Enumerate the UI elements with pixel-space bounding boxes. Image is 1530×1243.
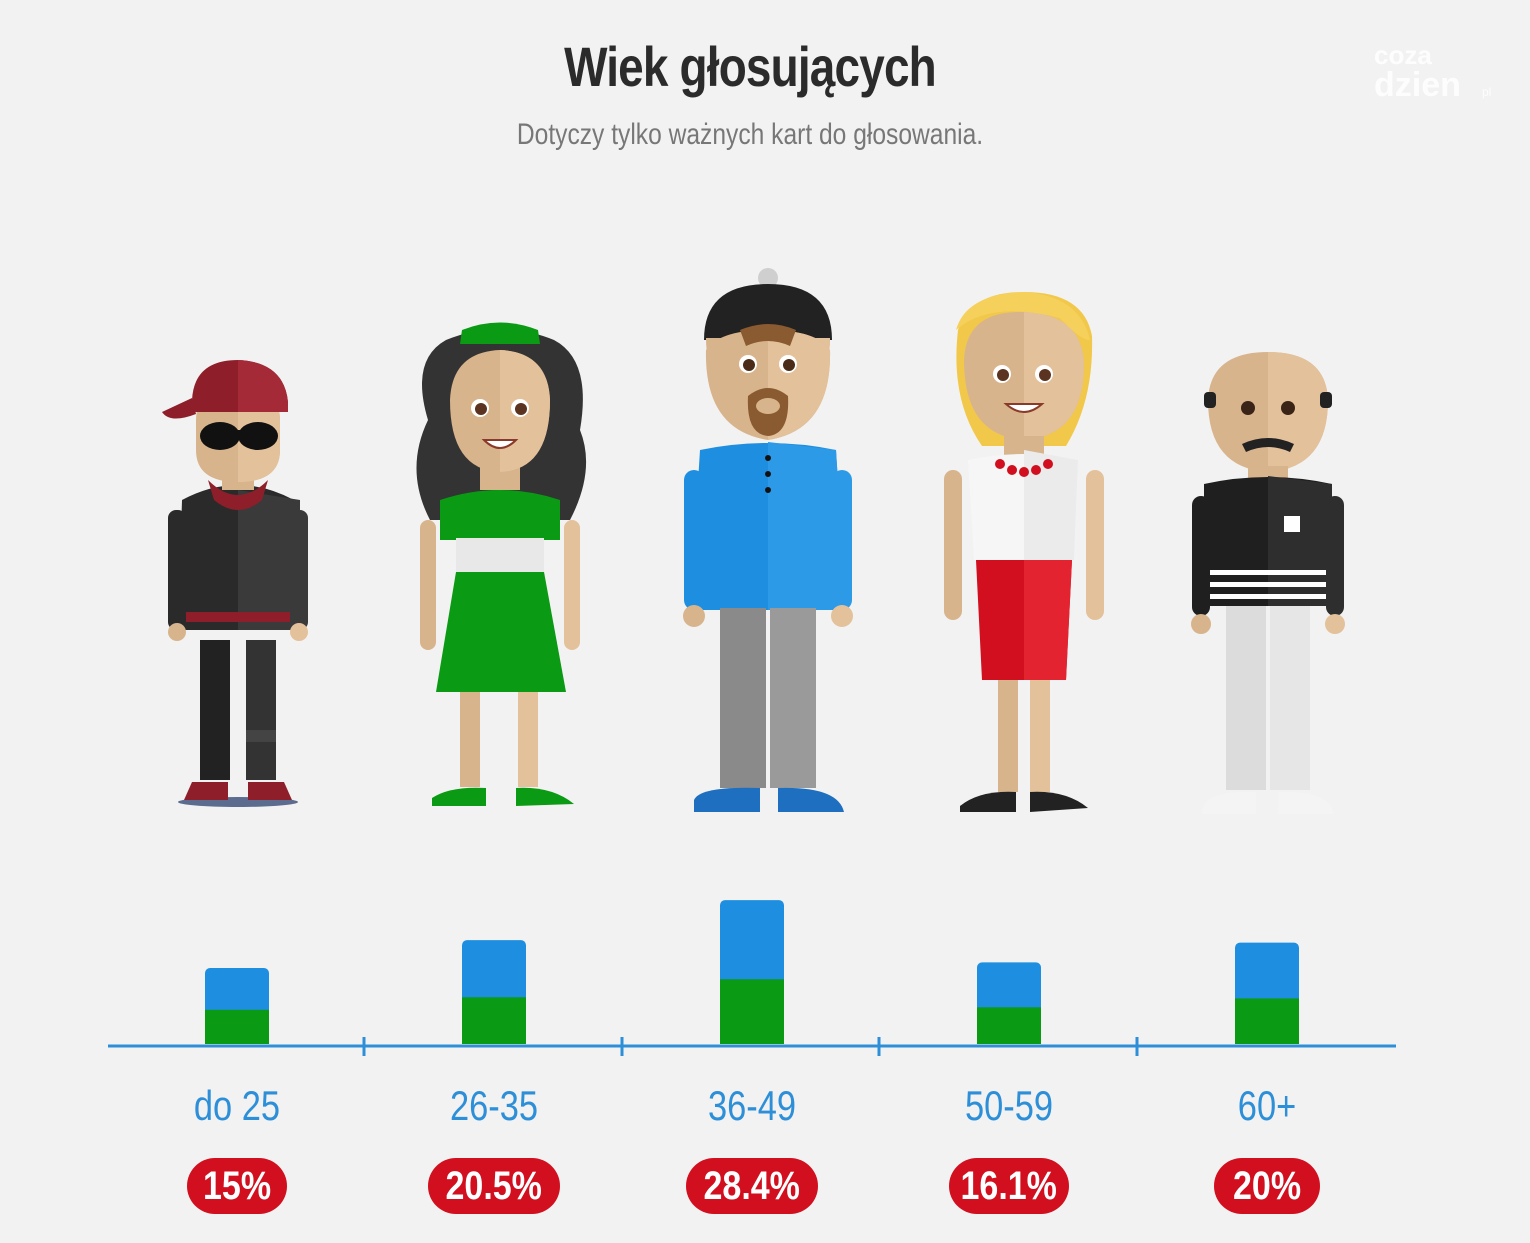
logo-line-1: coza bbox=[1374, 40, 1432, 70]
value-label-badge: 16.1% bbox=[949, 1158, 1069, 1214]
value-label: 20.5% bbox=[445, 1164, 543, 1208]
logo-line-3: pl bbox=[1482, 85, 1492, 99]
logo-line-2: dzien bbox=[1374, 66, 1461, 104]
woman-green-dress-figure bbox=[416, 322, 587, 806]
man-blue-shirt-figure bbox=[683, 268, 853, 812]
category-label: 60+ bbox=[1237, 1082, 1297, 1129]
bar bbox=[720, 900, 784, 1044]
page-title: Wiek głosujących bbox=[564, 35, 937, 98]
blonde-woman-figure bbox=[944, 292, 1104, 812]
value-label-badge: 20.5% bbox=[428, 1158, 560, 1214]
bar bbox=[205, 968, 269, 1044]
watermark-logo: coza dzien pl bbox=[1370, 30, 1510, 110]
value-label-badge: 28.4% bbox=[686, 1158, 818, 1214]
bar-bottom-segment bbox=[977, 1007, 1041, 1044]
category-label: 50-59 bbox=[964, 1082, 1054, 1129]
category-label: do 25 bbox=[193, 1082, 281, 1129]
value-label: 15% bbox=[202, 1164, 272, 1208]
old-man-figure bbox=[1191, 352, 1345, 814]
bar-bottom-segment bbox=[462, 997, 526, 1044]
bar-bottom-segment bbox=[205, 1009, 269, 1044]
bar bbox=[977, 962, 1041, 1044]
bar bbox=[1235, 942, 1299, 1044]
value-label-badge: 15% bbox=[187, 1158, 287, 1214]
value-label-badge: 20% bbox=[1214, 1158, 1320, 1214]
value-label: 28.4% bbox=[703, 1164, 801, 1208]
value-label: 16.1% bbox=[960, 1164, 1058, 1208]
bar bbox=[462, 940, 526, 1044]
category-label: 36-49 bbox=[707, 1082, 797, 1129]
voter-figures bbox=[162, 268, 1345, 814]
category-label: 26-35 bbox=[449, 1082, 539, 1129]
value-label: 20% bbox=[1232, 1164, 1302, 1208]
bar-bottom-segment bbox=[1235, 998, 1299, 1044]
page-subtitle: Dotyczy tylko ważnych kart do głosowania… bbox=[516, 118, 984, 151]
young-man-figure bbox=[162, 360, 308, 807]
bar-bottom-segment bbox=[720, 979, 784, 1044]
